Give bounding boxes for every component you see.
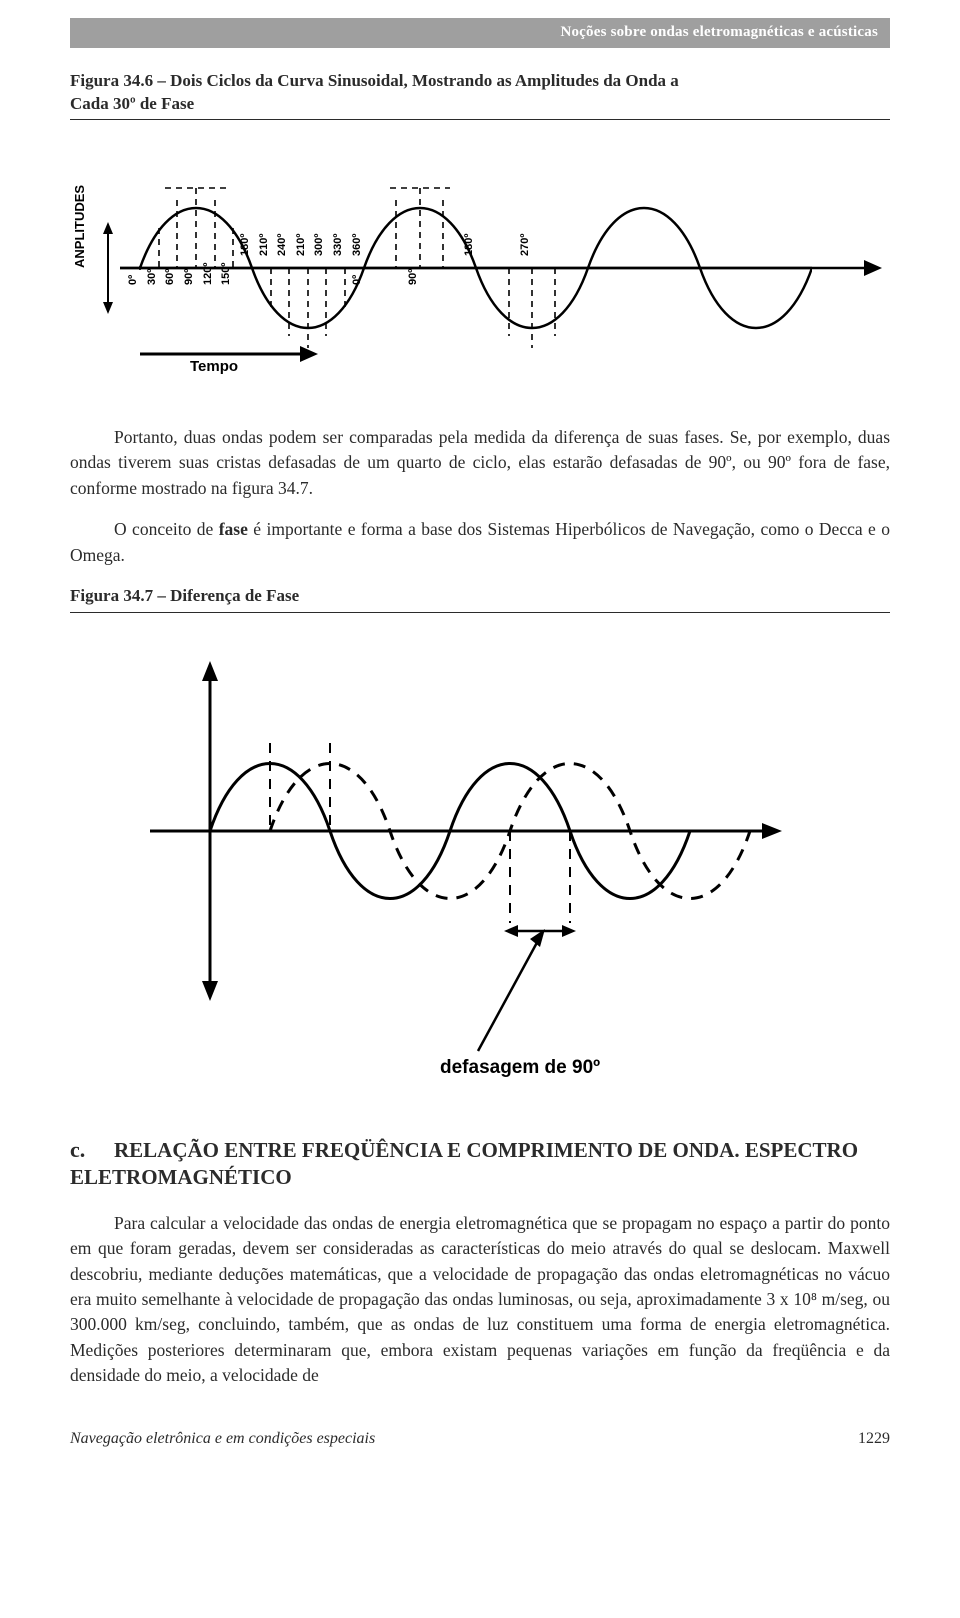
- figure-34-7: defasagem de 90º: [70, 631, 890, 1108]
- svg-text:180º: 180º: [463, 233, 475, 255]
- svg-text:180º: 180º: [239, 233, 251, 255]
- figure-34-6-title-line2: Cada 30º de Fase: [70, 94, 194, 113]
- figure-34-6-title: Figura 34.6 – Dois Ciclos da Curva Sinus…: [70, 70, 890, 120]
- y-axis-label: ANPLITUDES: [72, 184, 87, 267]
- figure-34-6: ANPLITUDES Tempo 0º 30º 60º 90º 120º 150…: [70, 138, 890, 405]
- svg-text:360º: 360º: [351, 233, 363, 255]
- p2-a: O conceito de: [114, 519, 219, 539]
- section-c-letter: c.: [70, 1136, 114, 1164]
- svg-text:150º: 150º: [220, 262, 232, 284]
- footer-left: Navegação eletrônica e em condições espe…: [70, 1427, 375, 1450]
- phase-labels-cycle1: 0º 30º 60º 90º 120º 150º 180º 210º 240º …: [127, 233, 363, 284]
- phase-labels-cycle2: 0º 90º 180º 270º: [351, 233, 531, 284]
- paragraph-1: Portanto, duas ondas podem ser comparada…: [70, 425, 890, 501]
- svg-text:0º: 0º: [351, 274, 363, 284]
- paragraph-2: O conceito de fase é importante e forma …: [70, 517, 890, 568]
- section-c-title: RELAÇÃO ENTRE FREQÜÊNCIA E COMPRIMENTO D…: [70, 1138, 858, 1189]
- svg-text:90º: 90º: [183, 268, 195, 284]
- svg-text:120º: 120º: [202, 262, 214, 284]
- svg-text:0º: 0º: [127, 274, 139, 284]
- figure-34-7-svg: defasagem de 90º: [70, 631, 890, 1101]
- svg-text:240º: 240º: [276, 233, 288, 255]
- svg-text:210º: 210º: [295, 233, 307, 255]
- svg-text:300º: 300º: [313, 233, 325, 255]
- figure-34-6-svg: ANPLITUDES Tempo 0º 30º 60º 90º 120º 150…: [70, 138, 890, 398]
- chapter-header: Noções sobre ondas eletromagnéticas e ac…: [70, 18, 890, 48]
- page-footer: Navegação eletrônica e em condições espe…: [70, 1427, 890, 1450]
- svg-text:30º: 30º: [146, 268, 158, 284]
- paragraph-3: Para calcular a velocidade das ondas de …: [70, 1211, 890, 1389]
- figure-34-7-title: Figura 34.7 – Diferença de Fase: [70, 584, 890, 613]
- footer-page-number: 1229: [858, 1427, 890, 1450]
- section-c-heading: c.RELAÇÃO ENTRE FREQÜÊNCIA E COMPRIMENTO…: [70, 1136, 890, 1191]
- svg-text:90º: 90º: [407, 268, 419, 284]
- x-axis-label: Tempo: [190, 358, 238, 375]
- svg-text:270º: 270º: [519, 233, 531, 255]
- figure-34-6-title-line1: Figura 34.6 – Dois Ciclos da Curva Sinus…: [70, 71, 679, 90]
- p2-b: fase: [219, 519, 248, 539]
- phase-callout: defasagem de 90º: [440, 1057, 600, 1078]
- svg-text:330º: 330º: [332, 233, 344, 255]
- svg-text:60º: 60º: [164, 268, 176, 284]
- svg-text:210º: 210º: [258, 233, 270, 255]
